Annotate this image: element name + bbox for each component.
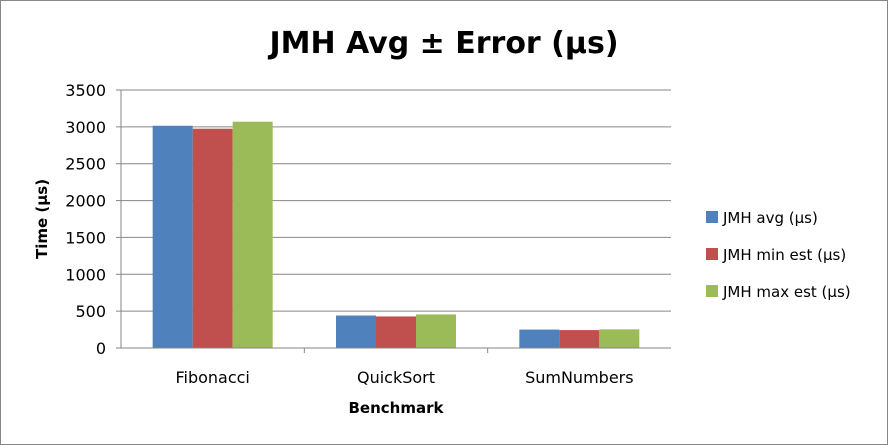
bar [376,316,416,348]
y-tick-label: 0 [96,339,106,358]
y-tick-labels: 0 500 1000 1500 2000 2500 3000 3500 [65,81,106,358]
y-tick-label: 2500 [65,155,106,174]
y-tick-label: 1000 [65,265,106,284]
legend: JMH avg (µs) JMH min est (µs) JMH max est … [706,209,851,301]
bars [152,121,640,348]
x-tick-labels: Fibonacci QuickSort SumNumbers [175,368,633,387]
y-tick-label: 1500 [65,228,106,247]
bar [152,125,193,348]
bar [192,128,233,348]
bar [336,315,376,348]
legend-label: JMH max est (µs) [722,283,851,301]
legend-swatch [706,248,718,260]
x-tick-label: Fibonacci [175,368,249,387]
y-tick-label: 3000 [65,118,106,137]
legend-swatch [706,285,718,297]
bar [416,314,456,348]
y-tick-label: 2000 [65,192,106,211]
bar [559,330,600,348]
legend-label: JMH avg (µs) [722,209,818,227]
legend-label: JMH min est (µs) [722,246,846,264]
x-tick-label: SumNumbers [525,368,634,387]
bar [599,329,640,348]
chart-title: JMH Avg ± Error (µs) [267,26,618,61]
bar [232,121,273,348]
x-axis-title: Benchmark [349,399,445,417]
x-tick-label: QuickSort [357,368,435,387]
y-axis-title: Time (µs) [33,179,51,259]
legend-swatch [706,211,718,223]
bar [519,329,560,348]
y-tick-label: 500 [75,302,106,321]
y-tick-label: 3500 [65,81,106,100]
